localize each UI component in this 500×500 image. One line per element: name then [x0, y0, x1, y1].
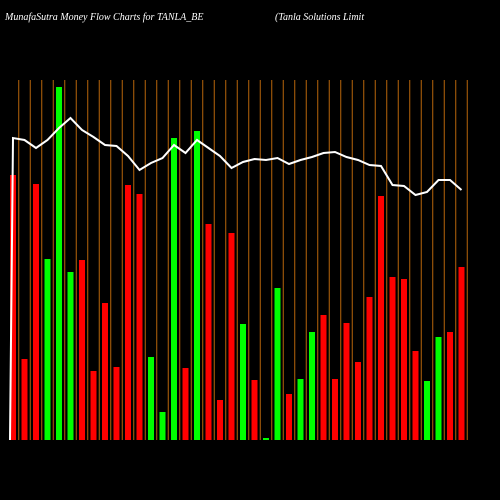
bar: [424, 381, 430, 440]
bar: [102, 303, 108, 440]
bar: [90, 371, 97, 440]
bar: [447, 332, 453, 440]
bar: [366, 297, 373, 440]
bar: [458, 267, 465, 440]
bar: [171, 138, 177, 440]
bar: [435, 337, 442, 440]
bar: [148, 357, 154, 440]
bar: [21, 359, 28, 440]
bar: [263, 438, 269, 440]
bar: [44, 259, 51, 440]
bar: [217, 400, 223, 440]
bar: [309, 332, 315, 440]
bar: [320, 315, 327, 440]
bar: [343, 323, 350, 440]
bar: [159, 412, 166, 440]
bar: [389, 277, 396, 440]
bar: [251, 380, 258, 440]
bar: [332, 379, 338, 440]
bar: [125, 185, 131, 440]
bar: [355, 362, 361, 440]
bar: [412, 351, 419, 440]
bar: [182, 368, 189, 440]
bar: [10, 175, 16, 440]
chart-subtitle: (Tanla Solutions Limit: [275, 12, 364, 23]
bar: [205, 224, 212, 440]
bar: [378, 196, 384, 440]
chart-title: MunafaSutra Money Flow Charts for TANLA_…: [4, 12, 203, 23]
bar: [240, 324, 246, 440]
bar: [79, 260, 85, 440]
bar: [274, 288, 281, 440]
bar: [194, 131, 200, 440]
bar: [56, 87, 62, 440]
bar: [297, 379, 304, 440]
bar: [401, 279, 407, 440]
bar: [113, 367, 120, 440]
bar: [33, 184, 39, 440]
money-flow-line: [9, 116, 463, 441]
bar: [286, 394, 292, 440]
bar: [67, 272, 74, 440]
bar: [136, 194, 143, 440]
bar: [228, 233, 235, 440]
